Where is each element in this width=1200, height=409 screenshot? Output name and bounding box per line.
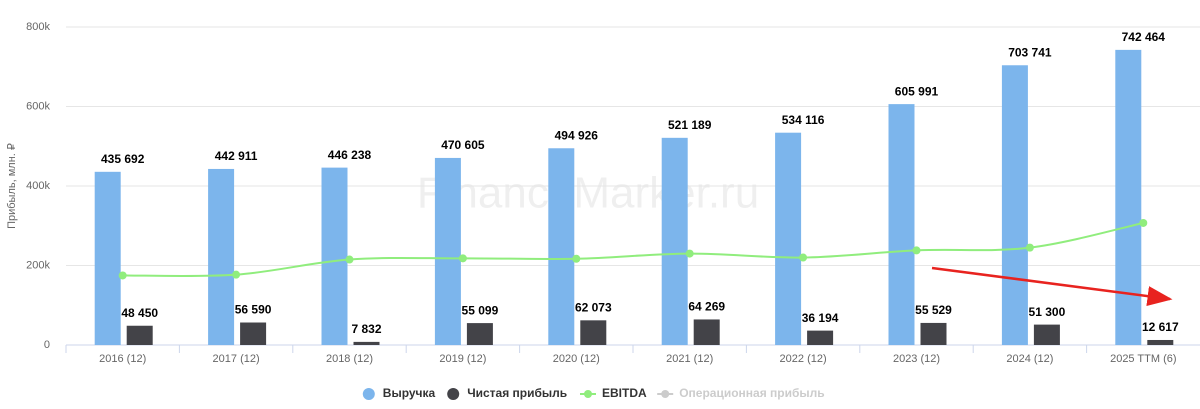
y-tick-label: 200k — [26, 259, 50, 271]
bar — [353, 341, 380, 345]
legend-marker — [362, 388, 375, 400]
bar — [434, 157, 461, 345]
x-tick-label: 2016 (12) — [99, 353, 146, 365]
y-tick-label: 400k — [26, 180, 50, 192]
legend-label: Выручка — [383, 386, 436, 400]
data-label: 605 991 — [895, 84, 939, 98]
x-tick-label: 2019 (12) — [439, 353, 486, 365]
bar — [1001, 65, 1028, 346]
line-marker — [799, 253, 808, 262]
y-tick-label: 0 — [44, 339, 50, 351]
bar — [466, 323, 493, 345]
bar — [1115, 49, 1142, 346]
data-label: 435 692 — [101, 152, 145, 166]
annotation-arrow — [931, 266, 1173, 307]
x-tick-label: 2020 (12) — [553, 353, 600, 365]
bar — [1147, 339, 1174, 345]
y-tick-label: 600k — [26, 100, 50, 112]
data-label: 55 529 — [915, 303, 952, 317]
data-label: 7 832 — [351, 322, 381, 336]
data-label: 51 300 — [1029, 305, 1066, 319]
bar — [888, 104, 915, 345]
bar — [208, 168, 235, 345]
line-marker — [458, 254, 467, 263]
line-marker — [1025, 243, 1034, 252]
data-label: 56 590 — [235, 303, 272, 317]
legend-label: Операционная прибыль — [679, 386, 824, 400]
x-tick-label: 2024 (12) — [1006, 353, 1053, 365]
data-label: 470 605 — [441, 138, 485, 152]
x-tick-label: 2025 TTM (6) — [1110, 353, 1176, 365]
line-marker — [118, 271, 127, 280]
line-marker — [685, 249, 694, 258]
data-label: 55 099 — [462, 303, 499, 317]
line — [122, 221, 1144, 278]
bar — [321, 167, 348, 345]
line-marker — [1139, 218, 1148, 227]
data-label: 742 464 — [1122, 30, 1166, 44]
x-tick-label: 2018 (12) — [326, 353, 373, 365]
data-label: 442 911 — [215, 149, 258, 163]
bar — [240, 322, 267, 345]
bar — [661, 137, 688, 345]
y-axis-label: Прибыль, млн. ₽ — [6, 143, 18, 229]
legend-label: EBITDA — [602, 386, 647, 400]
bar — [94, 171, 121, 345]
line-marker — [572, 254, 581, 263]
data-label: 521 189 — [668, 118, 712, 132]
watermark: FinanceMarker.ru — [417, 169, 759, 218]
legend-label: Чистая прибыль — [467, 386, 567, 400]
bar — [580, 320, 607, 345]
x-tick-label: 2023 (12) — [893, 353, 940, 365]
data-label: 36 194 — [802, 311, 839, 325]
line-marker — [232, 270, 241, 279]
bar — [126, 325, 153, 345]
x-tick-label: 2022 (12) — [780, 353, 827, 365]
data-label: 446 238 — [328, 148, 372, 162]
data-label: 12 617 — [1142, 320, 1179, 334]
bar — [1033, 324, 1060, 345]
bar — [548, 148, 575, 345]
x-tick-label: 2021 (12) — [666, 353, 713, 365]
y-tick-label: 800k — [26, 21, 50, 33]
bar — [807, 330, 834, 345]
line-marker — [345, 255, 354, 264]
data-label: 494 926 — [555, 128, 599, 142]
line-marker — [912, 246, 921, 255]
plot: 0 200k 400k 600k 800k 2016 (12) 2017 (12) 2018 … — [26, 21, 1200, 400]
data-label: 62 073 — [575, 300, 612, 314]
data-label: 703 741 — [1008, 45, 1052, 59]
legend-marker — [661, 390, 670, 398]
x-tick-label: 2017 (12) — [213, 353, 260, 365]
bar — [920, 322, 947, 345]
legend-marker — [447, 388, 460, 400]
data-label: 48 450 — [121, 306, 158, 320]
legend-marker — [584, 390, 592, 398]
bar — [693, 319, 720, 345]
bar — [775, 132, 802, 345]
data-label: 534 116 — [782, 113, 825, 127]
data-label: 64 269 — [688, 300, 725, 314]
